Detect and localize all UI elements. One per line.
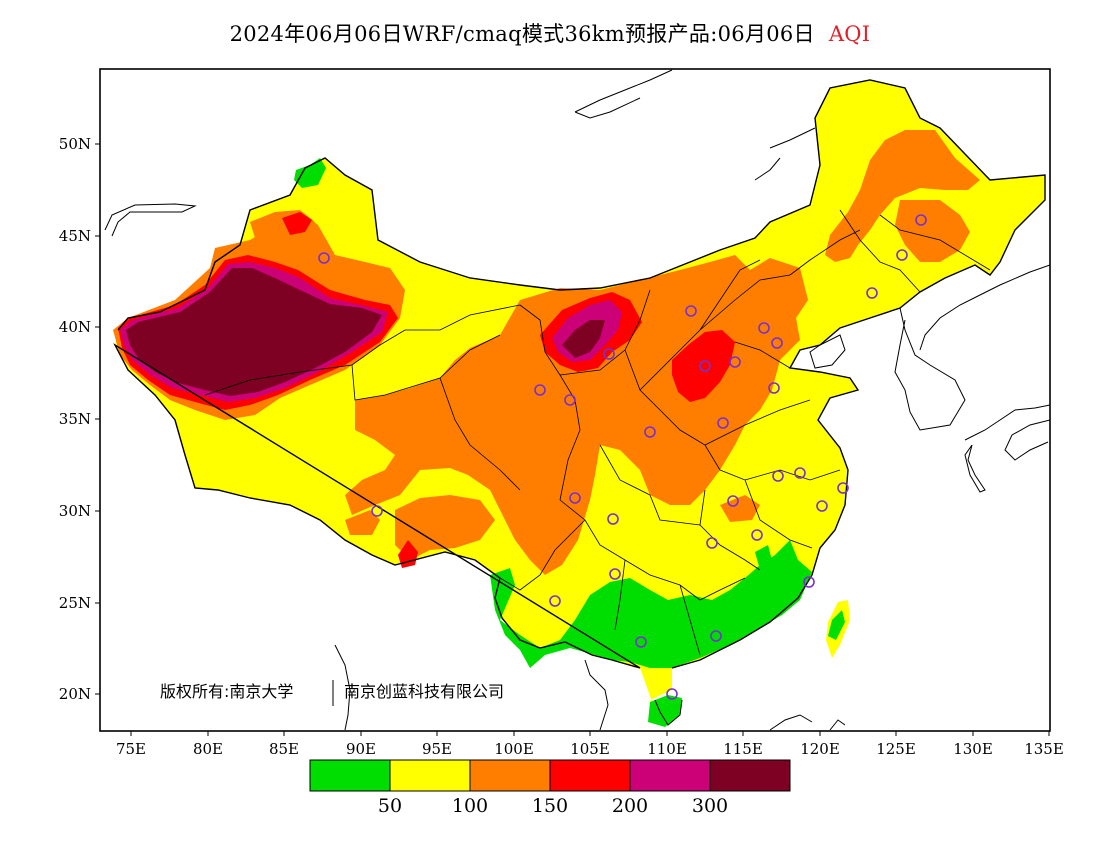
station-marker [772,470,784,482]
station-marker [371,505,383,517]
station-marker [685,305,697,317]
aqi-zone-maroon-ningxia [562,320,605,358]
lon-tick-label: 130E [953,740,993,758]
lat-tick-label: 50N [59,135,91,153]
aqi-zone-red-shanxi [672,330,735,402]
colorbar-swatch [550,760,630,791]
station-marker [609,568,621,580]
aqi-field-layer [113,80,1045,727]
station-marker [837,482,849,494]
station-marker [717,417,729,429]
aqi-zone-taiwan-green [828,610,845,640]
colorbar-label: 200 [612,795,648,817]
aqi-zone-orange-jiangxi [720,495,760,522]
neighbor-coastlines [104,69,1050,731]
station-marker [727,495,739,507]
aqi-zone-green-fujian [755,545,772,570]
station-marker [816,500,828,512]
longitude-axis: 75E 80E 85E 90E 95E 100E 105E 110E 115E … [116,731,1064,758]
colorbar-label: 150 [532,795,568,817]
station-marker [666,688,678,700]
aqi-zone-maroon-xinjiang [126,268,382,396]
colorbar-swatch [710,760,790,791]
station-marker [699,360,711,372]
station-marker [549,595,561,607]
aqi-zone-orange-central [345,255,808,575]
station-marker [710,630,722,642]
lat-tick-label: 45N [59,227,91,245]
lat-tick-label: 35N [59,410,91,428]
lon-tick-label: 110E [647,740,687,758]
copyright-credit: 版权所有:南京大学 南京创蓝科技有限公司 [160,680,504,706]
station-marker [564,394,576,406]
station-marker [803,576,815,588]
boundary-layer [104,69,1050,731]
lon-tick-label: 100E [494,740,534,758]
aqi-zone-orange-northeast [825,130,980,262]
lon-tick-label: 95E [422,740,452,758]
colorbar-label: 50 [378,795,402,817]
aqi-zone-red-xj-north [282,212,312,235]
colorbar-swatch [470,760,550,791]
aqi-zone-orange-tibet-s [345,510,380,535]
china-national-border [113,79,1046,669]
station-marker [318,252,330,264]
lon-tick-label: 75E [116,740,146,758]
station-marker [534,384,546,396]
station-marker [751,529,763,541]
lat-tick-label: 40N [59,318,91,336]
station-marker [644,426,656,438]
station-marker [635,636,647,648]
title-aqi-tag: AQI [828,22,871,46]
station-marker [603,348,615,360]
lat-tick-label: 30N [59,502,91,520]
colorbar-swatch [310,760,390,791]
station-marker [794,467,806,479]
station-marker [758,322,770,334]
station-marker [896,249,908,261]
station-marker [866,287,878,299]
lon-tick-label: 105E [570,740,610,758]
colorbar-label: 100 [452,795,488,817]
aqi-zone-green-south [490,540,812,668]
map-frame [99,68,1051,732]
lon-tick-label: 115E [723,740,763,758]
province-borders [204,209,991,656]
station-marker [771,337,783,349]
lat-tick-label: 20N [59,685,91,703]
lon-tick-label: 80E [193,740,223,758]
aqi-zone-green-hainan [648,695,682,727]
aqi-zone-green-north-xj [294,158,326,188]
station-marker [729,356,741,368]
lon-tick-label: 125E [876,740,916,758]
lon-tick-label: 90E [346,740,376,758]
aqi-colorbar: 50 100 150 200 300 [309,759,791,817]
credit-owner: 版权所有:南京大学 [160,682,293,701]
lon-tick-label: 135E [1024,740,1064,758]
lon-tick-label: 85E [269,740,299,758]
station-marker [768,382,780,394]
station-marker [915,214,927,226]
station-markers [318,214,927,700]
lon-tick-label: 120E [800,740,840,758]
credit-company: 南京创蓝科技有限公司 [344,682,504,701]
station-marker [706,537,718,549]
lat-tick-label: 25N [59,594,91,612]
map-title: 2024年06月06日WRF/cmaq模式36km预报产品:06月06日 AQI [0,18,1100,48]
colorbar-label: 300 [692,795,728,817]
colorbar-swatch [390,760,470,791]
latitude-axis: 50N 45N 40N 35N 30N 25N 20N [59,135,100,703]
title-main: 2024年06月06日WRF/cmaq模式36km预报产品:06月06日 [229,22,815,46]
colorbar-swatch [630,760,710,791]
map-canvas: 版权所有:南京大学 南京创蓝科技有限公司 [104,69,1050,731]
station-marker [569,492,581,504]
station-marker [607,513,619,525]
aqi-zone-orange-tibet-se [395,495,495,560]
